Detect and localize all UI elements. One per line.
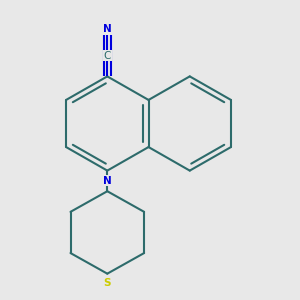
Text: N: N <box>103 176 112 186</box>
Text: N: N <box>103 24 112 34</box>
Text: C: C <box>103 51 111 61</box>
Text: S: S <box>103 278 111 288</box>
